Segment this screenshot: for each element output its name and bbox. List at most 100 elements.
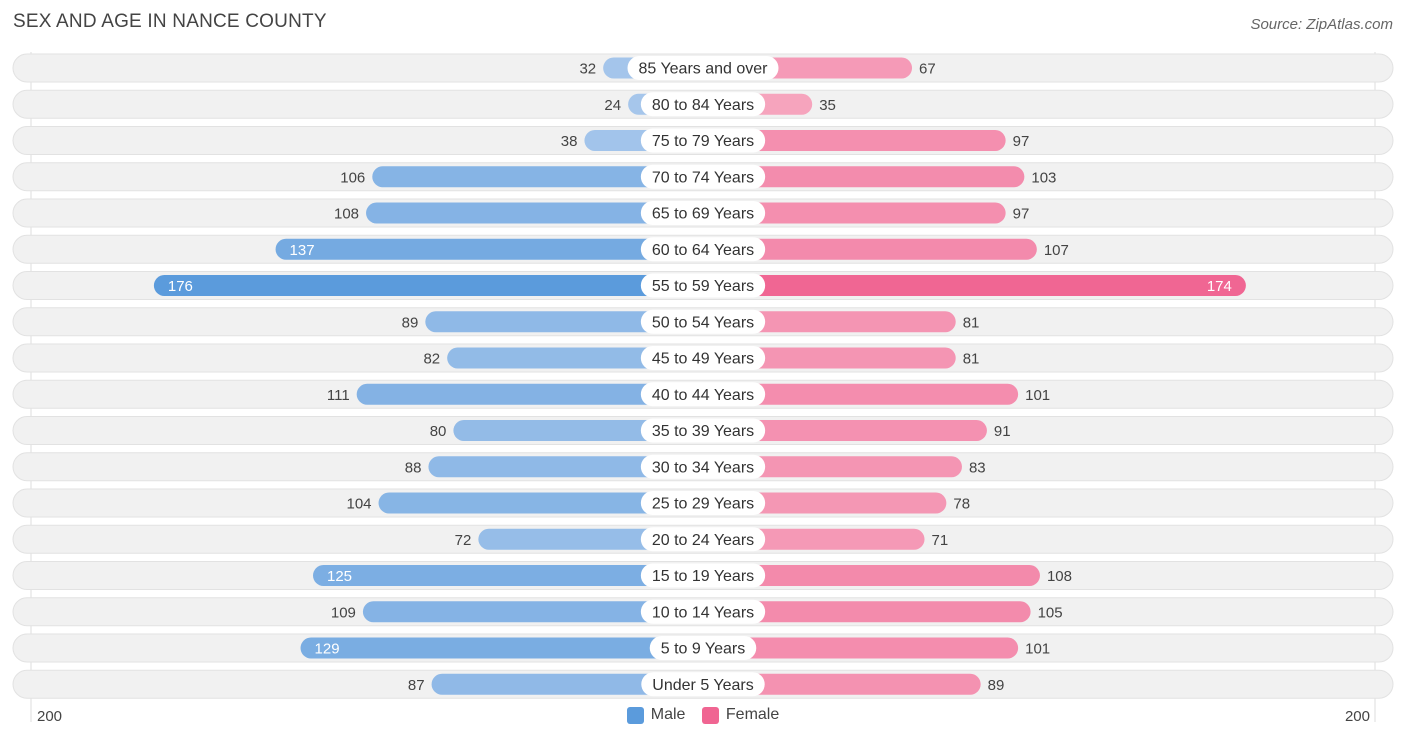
male-value-label: 106 xyxy=(340,169,365,186)
female-value-label: 81 xyxy=(963,351,980,368)
category-label-pill xyxy=(640,491,766,515)
female-bar[interactable] xyxy=(703,347,956,369)
female-value-label: 107 xyxy=(1044,242,1069,259)
male-bar[interactable] xyxy=(425,311,703,333)
category-label-pill xyxy=(640,92,766,117)
female-bar[interactable] xyxy=(703,383,1019,405)
male-value-label: 38 xyxy=(561,133,578,150)
male-value-label: 82 xyxy=(423,351,440,368)
female-bar[interactable] xyxy=(703,202,1006,224)
male-bar[interactable] xyxy=(362,601,703,623)
row-12: 104 78 25 to 29 Years xyxy=(12,488,1394,518)
male-value-label: 111 xyxy=(327,387,350,404)
row-5: 137 107 60 to 64 Years xyxy=(12,234,1394,264)
category-label-pill xyxy=(640,527,766,552)
category-label-pill xyxy=(649,636,757,660)
male-bar[interactable] xyxy=(428,456,703,478)
male-value-label: 72 xyxy=(455,532,472,549)
legend-item-female[interactable]: Female xyxy=(701,706,779,724)
female-value-label: 174 xyxy=(1207,278,1232,295)
legend-swatch-male xyxy=(626,706,644,724)
female-value-label: 89 xyxy=(988,677,1005,694)
female-bar[interactable] xyxy=(703,166,1025,188)
male-bar[interactable] xyxy=(372,166,703,188)
row-2: 38 97 75 to 79 Years xyxy=(12,126,1394,155)
category-label: 45 to 49 Years xyxy=(652,351,754,368)
legend: Male Female xyxy=(0,706,1406,729)
row-14: 125 108 15 to 19 Years xyxy=(12,561,1394,590)
female-bar[interactable] xyxy=(703,673,981,695)
category-label-pill xyxy=(640,128,766,153)
female-value-label: 105 xyxy=(1038,604,1063,621)
row-6: 176 174 55 to 59 Years xyxy=(12,271,1394,300)
female-value-label: 97 xyxy=(1013,133,1030,150)
category-label-pill xyxy=(640,599,766,624)
female-bar[interactable] xyxy=(703,601,1031,623)
chart-title: SEX AND AGE IN NANCE COUNTY xyxy=(13,11,327,32)
male-bar[interactable] xyxy=(356,383,703,405)
axis-right-label: 200 xyxy=(1344,708,1370,725)
category-label-pill xyxy=(640,346,766,370)
category-label-pill xyxy=(640,382,766,407)
category-label-pill xyxy=(627,56,779,80)
row-11: 88 83 30 to 34 Years xyxy=(12,452,1394,482)
female-value-label: 91 xyxy=(994,423,1011,440)
female-value-label: 101 xyxy=(1025,387,1050,404)
category-label-pill xyxy=(640,237,766,262)
category-label-pill xyxy=(640,273,766,298)
category-label: 15 to 19 Years xyxy=(652,568,754,585)
male-value-label: 89 xyxy=(402,314,419,331)
male-bar[interactable] xyxy=(453,420,703,441)
female-value-label: 78 xyxy=(953,496,970,513)
category-label-pill xyxy=(640,309,766,334)
category-label: 75 to 79 Years xyxy=(652,133,754,150)
female-bar[interactable] xyxy=(703,275,1246,296)
female-value-label: 101 xyxy=(1025,641,1050,658)
female-value-label: 103 xyxy=(1031,169,1056,186)
row-9: 111 101 40 to 44 Years xyxy=(12,379,1394,409)
category-label-pill xyxy=(640,164,766,189)
row-0: 32 67 85 Years and over xyxy=(12,53,1394,83)
female-bar[interactable] xyxy=(703,637,1019,659)
male-value-label: 108 xyxy=(334,206,359,223)
category-label: 65 to 69 Years xyxy=(652,206,754,223)
female-value-label: 108 xyxy=(1047,568,1072,585)
male-bar[interactable] xyxy=(300,637,703,659)
row-1: 24 35 80 to 84 Years xyxy=(12,89,1394,119)
row-3: 106 103 70 to 74 Years xyxy=(12,162,1394,192)
male-value-label: 104 xyxy=(346,496,371,513)
male-bar[interactable] xyxy=(378,492,703,514)
category-label-pill xyxy=(640,418,766,443)
male-bar[interactable] xyxy=(275,238,703,260)
male-bar[interactable] xyxy=(366,202,703,224)
female-bar[interactable] xyxy=(703,420,987,441)
category-label: 85 Years and over xyxy=(639,61,769,78)
female-bar[interactable] xyxy=(703,238,1037,260)
category-label-pill xyxy=(640,454,766,479)
legend-swatch-female xyxy=(701,706,719,724)
category-label: 5 to 9 Years xyxy=(661,641,746,658)
category-label: 50 to 54 Years xyxy=(652,314,754,331)
female-bar[interactable] xyxy=(703,565,1040,586)
axis-left-label: 200 xyxy=(37,708,63,725)
male-bar[interactable] xyxy=(431,673,703,695)
category-label-pill xyxy=(640,563,766,588)
male-bar[interactable] xyxy=(313,565,703,586)
male-bar[interactable] xyxy=(153,275,703,296)
male-value-label: 176 xyxy=(168,278,193,295)
legend-label-male: Male xyxy=(650,706,686,723)
row-17: 87 89 Under 5 Years xyxy=(12,669,1394,699)
male-value-label: 87 xyxy=(408,677,425,694)
female-bar[interactable] xyxy=(703,130,1006,151)
female-bar[interactable] xyxy=(703,311,956,333)
category-label: 30 to 34 Years xyxy=(652,459,754,476)
female-bar[interactable] xyxy=(703,456,962,478)
category-label-pill xyxy=(640,201,766,225)
row-15: 109 105 10 to 14 Years xyxy=(12,597,1394,627)
male-bar[interactable] xyxy=(447,347,703,369)
legend-item-male[interactable]: Male xyxy=(626,706,686,724)
male-value-label: 88 xyxy=(405,459,422,476)
row-10: 80 91 35 to 39 Years xyxy=(12,416,1394,445)
male-value-label: 80 xyxy=(430,423,447,440)
